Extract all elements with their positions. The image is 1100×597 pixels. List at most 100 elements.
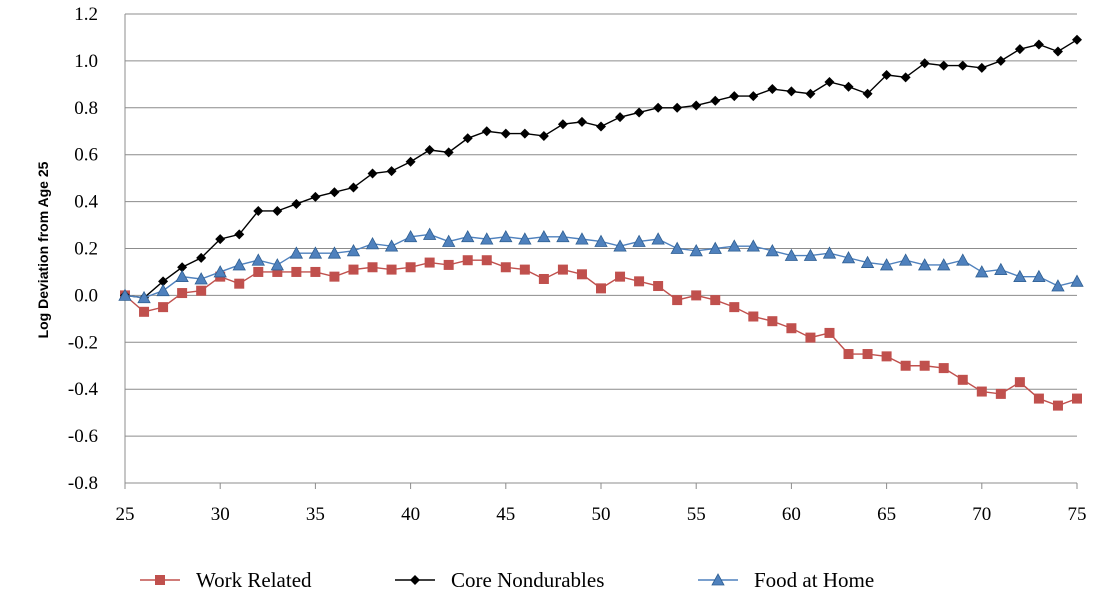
data-point [329,271,340,282]
data-point [767,84,778,95]
legend-label: Food at Home [754,568,874,592]
data-point [956,253,970,266]
data-point [462,255,473,266]
data-point [348,182,359,193]
data-point [729,91,740,102]
data-point [653,102,664,113]
y-tick-label: -0.4 [68,379,99,400]
data-point [898,253,913,266]
legend-label: Work Related [196,568,312,592]
data-point [576,269,587,280]
legend-item: Food at Home [698,568,874,592]
x-axis: 25 30 35 40 45 50 55 60 65 70 75 [116,14,1087,525]
x-tick-label: 35 [306,504,325,525]
data-point [177,262,188,273]
data-point [310,191,321,202]
data-point [1013,269,1027,283]
data-point [727,239,741,252]
data-point [213,265,227,278]
data-point [196,285,207,296]
data-point [232,258,246,271]
data-point [270,258,284,271]
data-point [594,234,608,247]
data-point [729,302,740,313]
data-point [556,229,570,243]
data-point [691,290,702,301]
data-point [481,126,492,137]
data-point [348,264,359,275]
data-point [518,232,532,245]
data-point [480,232,494,245]
data-point [710,95,721,106]
data-point [291,198,302,209]
data-point [194,272,208,285]
data-point [386,264,397,275]
data-point [824,327,835,338]
x-tick-label: 25 [116,504,135,525]
data-point [272,266,283,277]
data-point [805,88,816,99]
data-point [424,145,435,156]
data-point [462,133,473,144]
data-point [367,262,378,273]
data-point [805,332,816,343]
x-tick-label: 55 [687,504,706,525]
data-point [156,283,170,297]
data-point [251,253,265,266]
data-point [746,239,760,252]
data-point [881,351,892,362]
data-point [310,266,321,277]
y-axis-tick-labels: 1.2 1.0 0.8 0.6 0.4 0.2 0.0 -0.2 -0.4 -0.6 -0.8 [68,4,99,494]
series-core-nondurables [120,34,1082,303]
data-point [862,88,873,99]
data-point [158,302,169,313]
data-point [1052,400,1063,411]
data-point [137,290,151,304]
series-line [124,39,1078,299]
data-point [500,128,511,139]
data-point [443,147,454,158]
data-point [177,288,188,299]
data-point [860,255,875,268]
data-point [938,363,949,374]
data-point [405,262,416,273]
data-point [672,295,683,306]
data-point [1070,274,1084,287]
series-work-related [120,255,1082,411]
legend-marker [711,573,725,586]
data-point [175,269,189,283]
data-point [442,234,456,247]
data-point [976,386,987,397]
data-point [651,232,665,245]
data-point [691,100,702,111]
data-point [919,360,930,371]
data-point [843,81,854,92]
data-point [519,264,530,275]
y-tick-label: -0.8 [68,473,98,494]
x-tick-label: 60 [782,504,801,525]
data-point [596,121,606,132]
x-tick-label: 40 [401,504,420,525]
series-line [124,259,1078,407]
data-point [1033,39,1044,50]
data-point [976,62,987,73]
data-point [710,295,721,306]
data-point [327,246,342,259]
x-tick-label: 45 [496,504,515,525]
data-point [424,257,435,268]
data-point [365,236,380,250]
gridlines [125,13,1077,484]
data-point [196,252,207,263]
data-point [672,102,683,113]
data-point [308,246,323,259]
data-point [576,116,587,127]
data-point [994,262,1008,276]
legend-item: Core Nondurables [395,568,604,592]
data-point [291,266,302,277]
data-point [272,205,283,216]
y-tick-label: 0.2 [74,239,98,260]
data-point [234,229,245,240]
data-point [767,316,778,327]
legend-label: Core Nondurables [451,568,604,592]
